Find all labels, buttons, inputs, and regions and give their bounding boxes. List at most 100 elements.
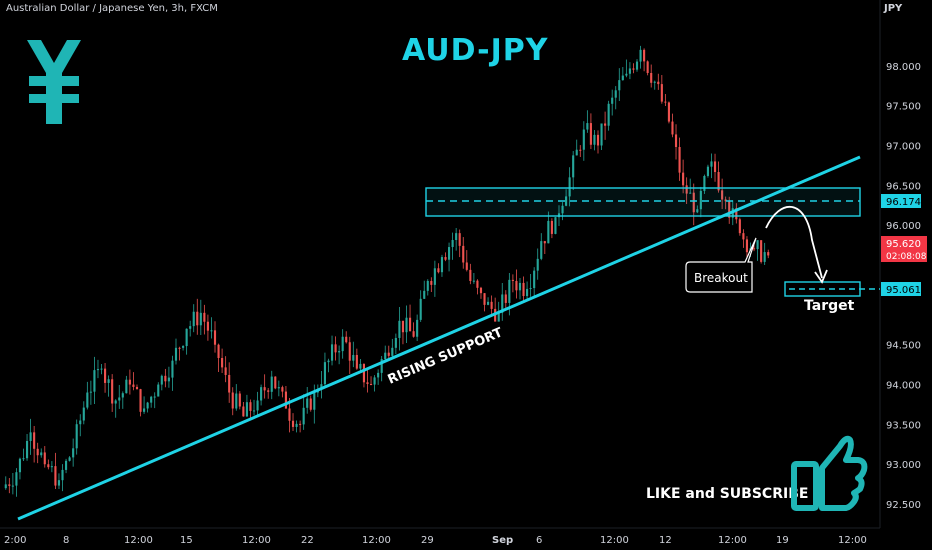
candle-body — [302, 407, 305, 425]
candle-body — [111, 379, 114, 404]
candle-body — [614, 90, 617, 98]
candle-body — [689, 192, 692, 194]
candle-body — [508, 279, 511, 303]
candle-body — [476, 280, 479, 288]
candle-body — [47, 464, 50, 468]
candle-body — [366, 382, 369, 384]
candle-body — [430, 280, 433, 285]
candle-body — [29, 432, 32, 441]
symbol-header: Australian Dollar / Japanese Yen, 3h, FX… — [6, 3, 218, 14]
candle-body — [33, 432, 36, 449]
y-tick-label: 92.500 — [886, 500, 921, 511]
candle-body — [100, 368, 103, 370]
resistance-zone — [425, 187, 861, 217]
candle-body — [710, 161, 713, 167]
candle-body — [696, 209, 699, 213]
candle-body — [469, 269, 472, 281]
candle-body — [458, 233, 461, 246]
candle-body — [352, 354, 355, 361]
candle-body — [738, 219, 741, 234]
x-tick-label: 12:00 — [242, 535, 271, 546]
countdown-text: 02:08:08 — [886, 252, 927, 262]
candle-body — [228, 374, 231, 393]
breakout-label: Breakout — [694, 271, 748, 285]
candle-body — [203, 312, 206, 322]
candle-body — [742, 233, 745, 240]
breakout-callout — [685, 237, 757, 293]
candle-body — [526, 288, 529, 297]
candle-body — [68, 457, 71, 461]
candle-body — [291, 420, 295, 427]
x-tick-label: 12:00 — [600, 535, 629, 546]
candles-layer — [4, 45, 770, 497]
candle-body — [706, 166, 710, 176]
candle-body — [345, 336, 348, 343]
current-price-tag — [881, 236, 927, 262]
candle-body — [767, 252, 770, 256]
candle-body — [274, 376, 277, 389]
candle-body — [72, 448, 75, 458]
y-tick-label: 98.000 — [886, 62, 921, 73]
candle-body — [671, 121, 674, 135]
resistance-price-tag — [881, 194, 921, 208]
x-tick-label: 12:00 — [362, 535, 391, 546]
candle-body — [398, 320, 401, 338]
candle-body — [529, 288, 532, 290]
candle-body — [405, 317, 408, 333]
candle-body — [643, 49, 646, 62]
y-tick-label: 94.000 — [886, 381, 921, 392]
candle-body — [426, 280, 429, 291]
candle-body — [15, 472, 18, 486]
candle-body — [497, 312, 500, 322]
candle-body — [235, 393, 238, 409]
candle-body — [660, 84, 663, 102]
candle-body — [359, 363, 362, 369]
candle-body — [245, 402, 248, 417]
candle-body — [557, 213, 561, 218]
candle-body — [121, 393, 124, 398]
candle-body — [11, 485, 14, 487]
candle-body — [483, 293, 486, 305]
candle-body — [213, 330, 217, 345]
y-tick-label: 96.500 — [886, 181, 921, 192]
candle-body — [22, 458, 25, 460]
candle-body — [309, 398, 312, 410]
candle-body — [107, 379, 110, 383]
candle-body — [313, 392, 316, 410]
candle-body — [4, 484, 7, 489]
candle-body — [330, 344, 334, 361]
candle-body — [64, 460, 68, 470]
candle-body — [164, 375, 167, 382]
candle-body — [86, 392, 89, 408]
candle-body — [182, 346, 185, 348]
candle-body — [639, 49, 642, 62]
candle-body — [369, 383, 373, 385]
candle-body — [763, 252, 766, 262]
candle-body — [600, 123, 603, 146]
candle-body — [547, 220, 550, 244]
candle-body — [511, 279, 514, 281]
candle-body — [8, 484, 11, 486]
candle-body — [61, 469, 64, 481]
candle-body — [128, 379, 131, 385]
candle-body — [320, 384, 323, 390]
candle-body — [536, 258, 539, 271]
candle-body — [18, 458, 22, 473]
candle-body — [416, 319, 419, 337]
candle-body — [132, 384, 135, 387]
candle-body — [735, 208, 738, 220]
candle-body — [231, 392, 234, 409]
rising-support-trendline — [17, 155, 861, 521]
resistance-price-text: 96.174 — [886, 197, 921, 208]
candle-body — [25, 440, 29, 459]
x-tick-label: 12:00 — [718, 535, 747, 546]
x-tick-label: 12:00 — [838, 535, 867, 546]
candle-body — [355, 354, 358, 369]
y-tick-label: 97.000 — [886, 141, 921, 152]
candle-body — [146, 402, 149, 409]
candle-body — [238, 393, 241, 407]
y-tick-label: 93.000 — [886, 460, 921, 471]
candle-body — [550, 220, 553, 234]
candle-body — [384, 352, 387, 360]
